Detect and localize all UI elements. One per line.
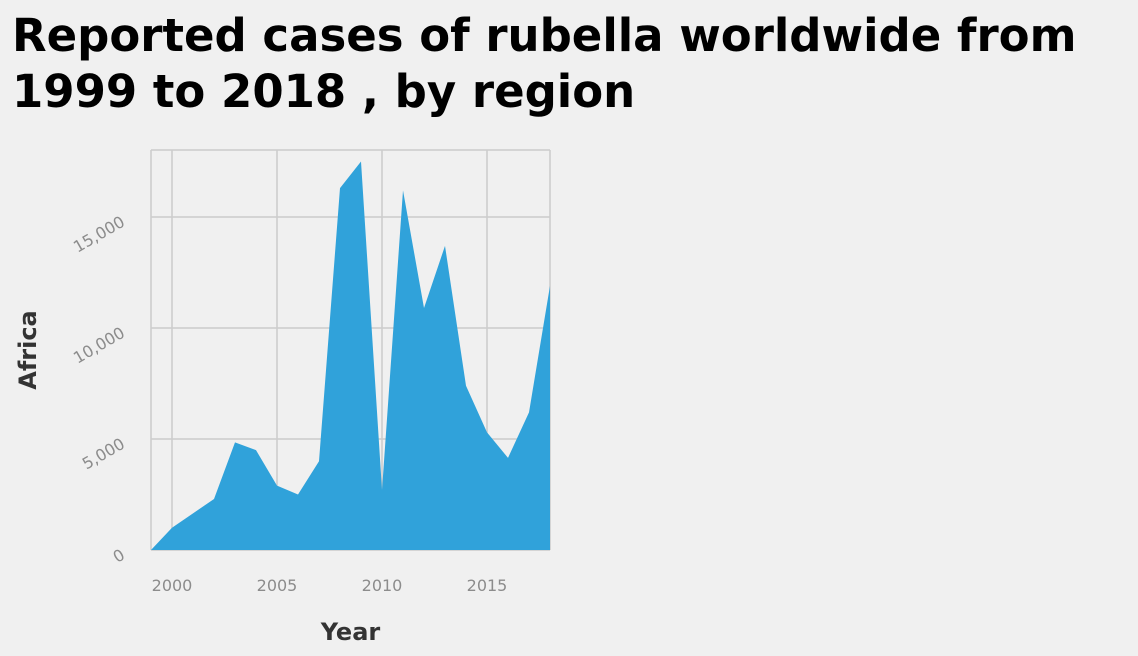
y-axis-label: Africa bbox=[14, 310, 42, 390]
area-series bbox=[151, 161, 550, 550]
y-tick-label: 15,000 bbox=[70, 212, 128, 256]
y-tick-label: 0 bbox=[110, 545, 128, 567]
x-tick-label: 2010 bbox=[362, 576, 403, 595]
chart-title: Reported cases of rubella worldwide from… bbox=[12, 9, 1077, 118]
plot-area bbox=[151, 161, 550, 550]
y-tick-label: 5,000 bbox=[79, 434, 128, 473]
x-tick-label: 2005 bbox=[257, 576, 298, 595]
x-axis-label: Year bbox=[320, 618, 381, 646]
x-tick-label: 2015 bbox=[467, 576, 508, 595]
x-tick-label: 2000 bbox=[152, 576, 193, 595]
y-tick-label: 10,000 bbox=[70, 323, 128, 367]
